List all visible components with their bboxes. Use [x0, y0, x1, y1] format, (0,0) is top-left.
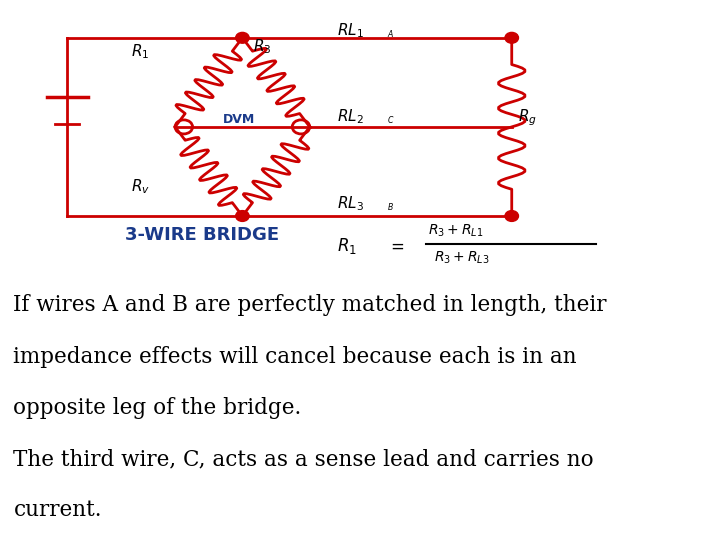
Text: $=$: $=$	[387, 237, 405, 255]
Text: If wires A and B are perfectly matched in length, their: If wires A and B are perfectly matched i…	[14, 294, 607, 316]
Text: $R_1$: $R_1$	[337, 236, 356, 256]
Text: $^C$: $^C$	[387, 116, 395, 126]
Text: opposite leg of the bridge.: opposite leg of the bridge.	[14, 397, 302, 419]
Text: 3-WIRE BRIDGE: 3-WIRE BRIDGE	[125, 226, 279, 244]
Circle shape	[235, 32, 249, 43]
Text: current.: current.	[14, 500, 102, 522]
Text: $^A$: $^A$	[387, 30, 395, 40]
Text: $R_3 + R_{L3}$: $R_3 + R_{L3}$	[434, 250, 490, 266]
Text: $RL_2$: $RL_2$	[337, 107, 364, 126]
Text: $R_g$: $R_g$	[518, 107, 537, 128]
Circle shape	[505, 211, 518, 221]
Circle shape	[505, 32, 518, 43]
Text: $R_3 + R_{L1}$: $R_3 + R_{L1}$	[428, 223, 483, 239]
Text: $R_v$: $R_v$	[131, 178, 150, 197]
Text: $RL_1$: $RL_1$	[337, 21, 364, 40]
Text: $RL_3$: $RL_3$	[337, 194, 364, 213]
Text: The third wire, C, acts as a sense lead and carries no: The third wire, C, acts as a sense lead …	[14, 448, 594, 470]
Text: $R_1$: $R_1$	[131, 43, 150, 62]
Text: $R_3$: $R_3$	[253, 37, 271, 56]
Text: $^B$: $^B$	[387, 202, 394, 213]
Text: DVM: DVM	[223, 113, 255, 126]
Text: impedance effects will cancel because each is in an: impedance effects will cancel because ea…	[14, 346, 577, 368]
Circle shape	[235, 211, 249, 221]
